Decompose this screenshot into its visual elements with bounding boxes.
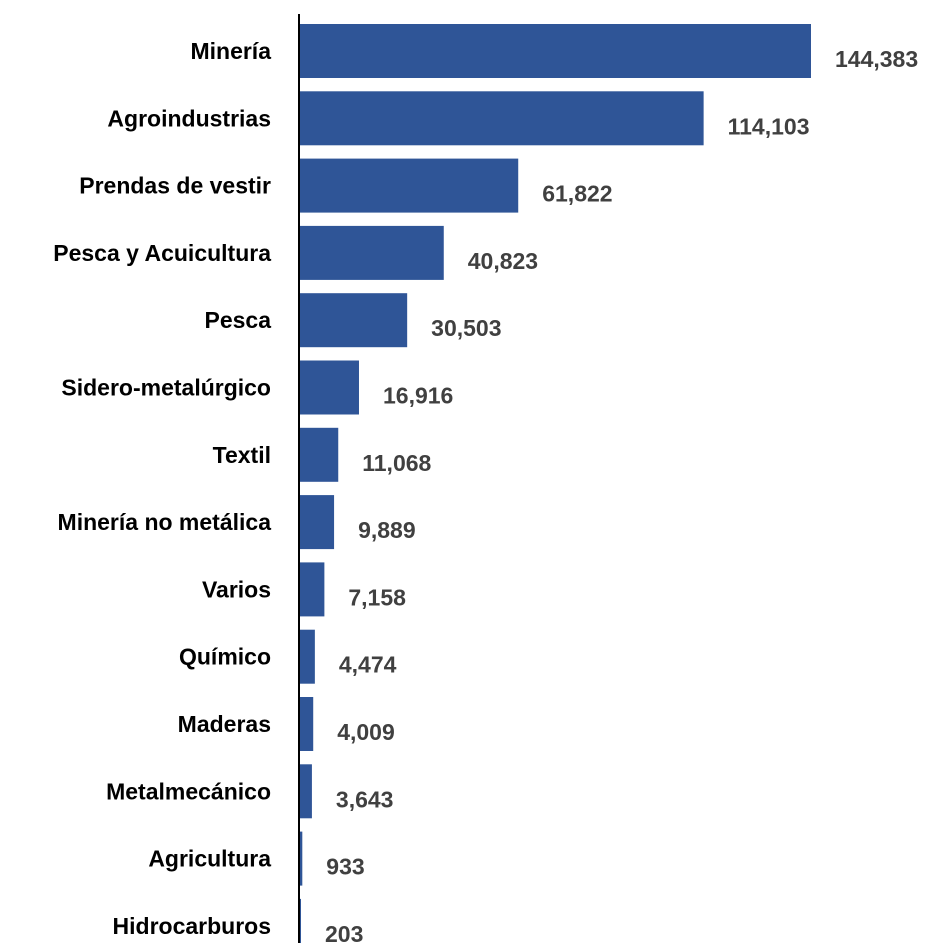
value-label-metalmecanico: 3,643	[336, 786, 394, 812]
category-label-textil: Textil	[213, 442, 271, 468]
bar-mineria	[299, 24, 811, 78]
bar-textil	[299, 427, 339, 482]
category-label-sidero-metalurgico: Sidero-metalúrgico	[61, 375, 271, 401]
value-label-mineria-no-metalica: 9,889	[358, 517, 416, 543]
value-label-mineria: 144,383	[835, 46, 918, 72]
category-label-prendas-de-vestir: Prendas de vestir	[79, 173, 271, 199]
category-label-pesca: Pesca	[204, 307, 271, 333]
bar-maderas	[299, 697, 314, 751]
value-label-pesca: 30,503	[431, 315, 501, 341]
value-label-agroindustrias: 114,103	[728, 113, 810, 139]
category-label-quimico: Químico	[179, 644, 271, 670]
bar-mineria-no-metalica	[299, 495, 335, 550]
category-label-maderas: Maderas	[178, 711, 271, 737]
value-labels-group: 144,383 114,103 61,822 40,823 30,503 16,916 11…	[325, 46, 918, 943]
value-label-sidero-metalurgico: 16,916	[383, 383, 453, 409]
value-label-agricultura: 933	[326, 854, 364, 880]
bar-quimico	[299, 629, 315, 684]
category-label-varios: Varios	[202, 576, 271, 602]
category-label-metalmecanico: Metalmecánico	[106, 778, 271, 804]
value-label-pesca-y-acuicultura: 40,823	[468, 248, 538, 274]
bar-pesca	[299, 293, 408, 348]
category-label-agricultura: Agricultura	[148, 846, 271, 872]
bar-prendas-de-vestir	[299, 158, 519, 213]
value-label-prendas-de-vestir: 61,822	[542, 181, 612, 207]
value-label-hidrocarburos: 203	[325, 921, 363, 943]
bar-varios	[299, 562, 325, 617]
category-label-mineria-no-metalica: Minería no metálica	[58, 509, 272, 535]
value-label-maderas: 4,009	[337, 719, 395, 745]
value-label-quimico: 4,474	[339, 652, 397, 678]
bar-metalmecanico	[299, 764, 312, 819]
category-label-pesca-y-acuicultura: Pesca y Acuicultura	[53, 240, 271, 266]
bar-pesca-y-acuicultura	[299, 225, 444, 280]
category-label-hidrocarburos: Hidrocarburos	[113, 913, 271, 939]
bar-sidero-metalurgico	[299, 360, 359, 415]
category-labels-group: Minería Agroindustrias Prendas de vestir Pe…	[53, 38, 271, 939]
value-label-textil: 11,068	[362, 450, 431, 476]
category-label-agroindustrias: Agroindustrias	[107, 105, 271, 131]
bars-group	[299, 24, 811, 943]
bar-agricultura	[299, 831, 303, 886]
bar-agroindustrias	[299, 91, 704, 146]
category-label-mineria: Minería	[190, 38, 271, 64]
value-label-varios: 7,158	[348, 584, 406, 610]
